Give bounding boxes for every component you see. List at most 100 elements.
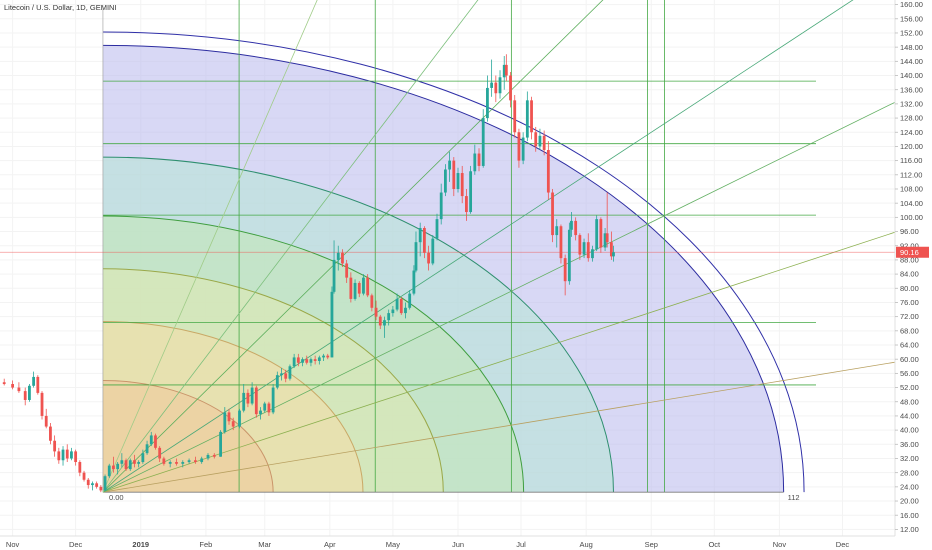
candle[interactable] xyxy=(443,164,447,197)
candle[interactable] xyxy=(49,423,52,445)
candle[interactable] xyxy=(128,458,132,471)
candle[interactable] xyxy=(525,91,529,142)
candle[interactable] xyxy=(53,435,57,457)
candle[interactable] xyxy=(65,444,69,463)
candle[interactable] xyxy=(137,460,141,468)
candle[interactable] xyxy=(399,297,403,315)
candle[interactable] xyxy=(383,316,386,338)
candle[interactable] xyxy=(498,70,502,99)
candle[interactable] xyxy=(305,355,309,365)
candle[interactable] xyxy=(17,382,21,393)
candle[interactable] xyxy=(582,238,586,259)
candle[interactable] xyxy=(465,188,468,221)
candle[interactable] xyxy=(86,477,90,489)
candle[interactable] xyxy=(149,431,153,447)
candle[interactable] xyxy=(391,306,395,317)
candle[interactable] xyxy=(168,460,172,468)
candle[interactable] xyxy=(200,456,204,464)
candle[interactable] xyxy=(267,401,271,416)
candle[interactable] xyxy=(494,75,498,103)
candle[interactable] xyxy=(414,231,418,273)
candle[interactable] xyxy=(44,408,48,429)
candle[interactable] xyxy=(530,96,533,140)
candle[interactable] xyxy=(259,407,262,420)
candle[interactable] xyxy=(595,215,599,252)
candle[interactable] xyxy=(332,240,336,294)
candle[interactable] xyxy=(374,300,378,321)
candle[interactable] xyxy=(605,192,609,248)
candle[interactable] xyxy=(387,309,391,326)
candle[interactable] xyxy=(341,249,344,267)
candle[interactable] xyxy=(370,293,374,312)
candle[interactable] xyxy=(551,188,554,243)
candle[interactable] xyxy=(70,447,73,461)
candle[interactable] xyxy=(591,245,594,262)
candle[interactable] xyxy=(250,382,254,406)
candle[interactable] xyxy=(242,384,246,413)
candle[interactable] xyxy=(322,353,325,361)
candle[interactable] xyxy=(427,245,430,271)
candle[interactable] xyxy=(349,272,353,303)
candle[interactable] xyxy=(357,281,361,298)
candle[interactable] xyxy=(193,456,197,464)
candle[interactable] xyxy=(513,95,517,138)
candle[interactable] xyxy=(36,375,40,395)
candle[interactable] xyxy=(116,462,120,475)
candle[interactable] xyxy=(133,454,136,468)
time-axis[interactable]: Nov Dec 2019 Feb Mar Apr May Jun Jul Aug Sep Oct Nov… xyxy=(0,535,895,549)
candle[interactable] xyxy=(599,217,603,253)
candle[interactable] xyxy=(317,355,321,365)
candle[interactable] xyxy=(162,456,166,466)
candle[interactable] xyxy=(521,132,525,165)
candle[interactable] xyxy=(28,384,31,402)
candle[interactable] xyxy=(490,59,494,97)
candle[interactable] xyxy=(452,157,456,197)
candle[interactable] xyxy=(336,245,340,271)
candle[interactable] xyxy=(366,274,370,298)
candle[interactable] xyxy=(11,380,15,390)
candle[interactable] xyxy=(103,474,107,492)
candle[interactable] xyxy=(154,433,157,450)
candle[interactable] xyxy=(504,54,508,81)
candle[interactable] xyxy=(91,481,94,491)
candle[interactable] xyxy=(612,245,615,262)
candle[interactable] xyxy=(95,481,99,489)
candle[interactable] xyxy=(187,458,191,464)
candle[interactable] xyxy=(231,417,235,431)
candle[interactable] xyxy=(378,314,382,330)
candle[interactable] xyxy=(238,408,241,429)
candle[interactable] xyxy=(542,130,546,156)
candle[interactable] xyxy=(309,357,313,367)
candle[interactable] xyxy=(609,231,613,260)
candle[interactable] xyxy=(74,449,78,466)
candle[interactable] xyxy=(107,463,111,478)
candle[interactable] xyxy=(263,401,267,413)
price-axis[interactable]: 160.00 156.00 152.00 148.00 144.00 140.00 136.… xyxy=(894,0,929,536)
candle[interactable] xyxy=(578,233,582,260)
candle[interactable] xyxy=(145,440,149,455)
candle[interactable] xyxy=(559,224,563,264)
candle[interactable] xyxy=(296,353,300,367)
candle[interactable] xyxy=(57,447,61,464)
candle[interactable] xyxy=(120,453,124,468)
candle[interactable] xyxy=(517,128,521,168)
candle[interactable] xyxy=(574,217,578,241)
candle[interactable] xyxy=(353,279,357,301)
candle[interactable] xyxy=(23,387,27,406)
candle[interactable] xyxy=(538,128,542,150)
candle[interactable] xyxy=(502,56,506,90)
candle[interactable] xyxy=(362,274,365,296)
candle[interactable] xyxy=(486,75,489,122)
candle[interactable] xyxy=(546,141,550,200)
candle[interactable] xyxy=(61,446,65,466)
candle[interactable] xyxy=(345,259,349,283)
candle[interactable] xyxy=(181,460,185,468)
candle[interactable] xyxy=(40,391,44,420)
candle[interactable] xyxy=(330,286,334,358)
candle[interactable] xyxy=(422,226,426,259)
candle[interactable] xyxy=(469,165,473,214)
candle[interactable] xyxy=(280,368,283,381)
candle[interactable] xyxy=(555,219,559,248)
candle[interactable] xyxy=(534,126,538,152)
candle[interactable] xyxy=(431,235,435,266)
